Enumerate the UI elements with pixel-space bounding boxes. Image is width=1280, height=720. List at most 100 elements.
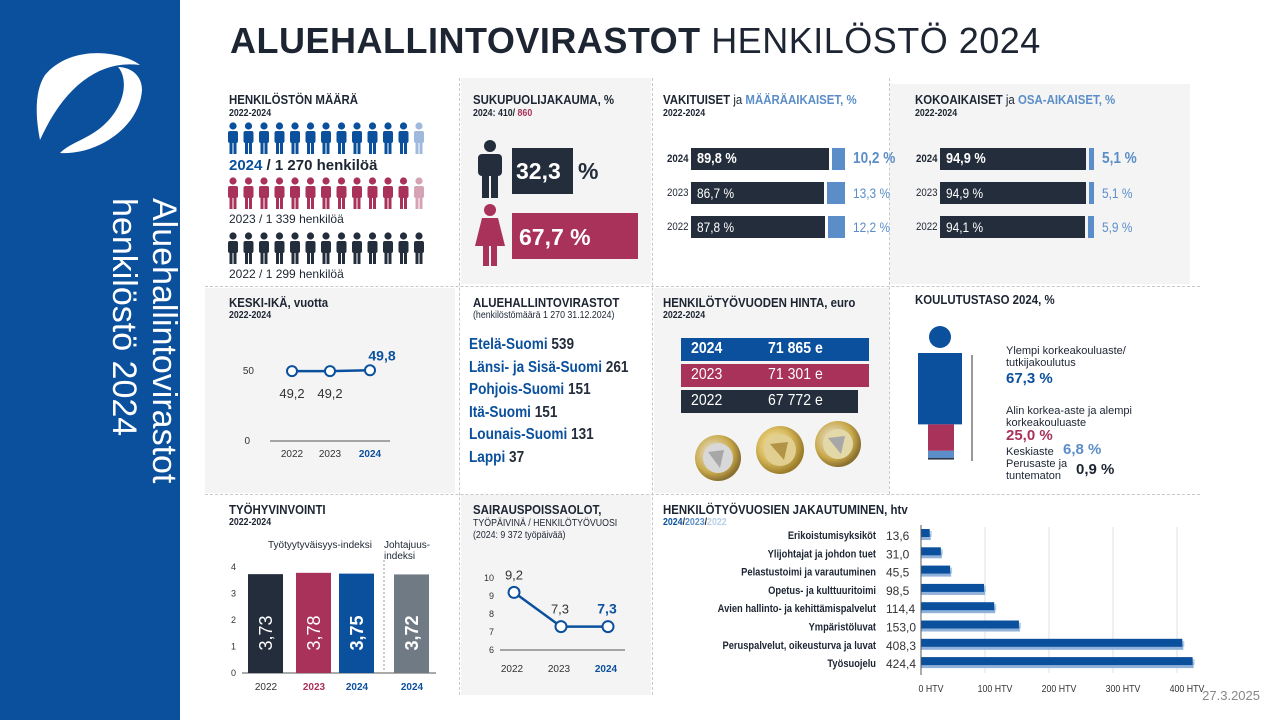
person-head: [384, 122, 392, 130]
male-icon: [478, 140, 502, 198]
person-leg: [415, 252, 419, 264]
age-point: [364, 364, 376, 377]
person-body: [243, 131, 254, 143]
fulltime-bar-b: [1089, 148, 1094, 170]
person-leg: [245, 142, 248, 154]
sick-point: [601, 620, 615, 634]
htv-category-label: Pelastustoimi ja varautuminen: [741, 567, 876, 579]
person-leg: [415, 142, 419, 154]
age-point: [286, 365, 298, 378]
htv-value-label: 98,5: [886, 584, 910, 598]
age-chart: 50 0 49,2 2022 49,2 2023 49,8 2024: [243, 347, 396, 460]
person-head: [368, 232, 377, 240]
person-leg: [388, 142, 392, 154]
permanent-value-a: 89,8 %: [697, 150, 737, 167]
person-leg: [307, 252, 310, 264]
person-leg: [280, 197, 283, 209]
person-icon: [290, 177, 300, 209]
permanent-period: 2022-2024: [663, 108, 706, 119]
person-icon: [367, 177, 378, 209]
person-body: [352, 241, 362, 253]
person-icon: [352, 232, 362, 264]
sick-value-label: 9,2: [505, 567, 523, 582]
agency-item: Lounais-Suomi 131: [469, 426, 594, 444]
person-body: [336, 241, 347, 253]
htv-bar-2024: [921, 602, 995, 611]
person-leg: [384, 142, 388, 154]
divider: [889, 78, 890, 494]
person-icon: [243, 177, 254, 209]
htv-bar-2024: [921, 620, 1019, 629]
wellbeing-xtick: 2024: [346, 682, 369, 693]
person-leg: [384, 252, 388, 264]
edu-segment: [928, 424, 954, 451]
age-xtick: 2024: [359, 449, 382, 460]
divider: [459, 78, 460, 695]
person-leg: [342, 197, 345, 209]
fulltime-value-b: 5,9 %: [1102, 219, 1133, 235]
permanent-bar-b: [832, 148, 845, 170]
agency-name: Lappi: [469, 448, 510, 466]
person-leg: [326, 197, 330, 209]
sickleave-sub2: (2024: 9 372 työpäivää): [473, 530, 566, 541]
person-icon: [367, 122, 378, 154]
person-icon: [383, 232, 393, 264]
headcount-2023-year: 2023: [229, 212, 256, 226]
person-leg: [276, 252, 279, 264]
page-title-light: HENKILÖSTÖ 2024: [711, 20, 1041, 61]
agencies-sub: (henkilöstömäärä 1 270 31.12.2024): [473, 310, 615, 321]
person-leg: [342, 142, 345, 154]
person-icon: [383, 177, 393, 209]
wellbeing-xtick: 2023: [303, 682, 326, 693]
person-icon: [398, 232, 409, 264]
person-leg: [369, 252, 372, 264]
sick-point: [507, 585, 521, 599]
person-leg: [357, 197, 361, 209]
permanent-bar-a: [691, 216, 825, 238]
cost-year: 2023: [691, 366, 723, 383]
person-leg: [245, 252, 248, 264]
male-value: 32,3: [516, 158, 561, 184]
permanent-value-b: 10,2 %: [853, 150, 896, 167]
htv-value-label: 45,5: [886, 566, 910, 580]
person-head: [399, 177, 408, 185]
person-head: [368, 122, 377, 130]
htv-xtick: 200 HTV: [1042, 682, 1077, 694]
person-leg: [384, 197, 388, 209]
agency-name: Itä-Suomi: [469, 403, 535, 421]
fulltime-period: 2022-2024: [915, 108, 958, 119]
headcount-title: HENKILÖSTÖN MÄÄRÄ: [229, 92, 359, 107]
person-leg: [295, 197, 299, 209]
sick-value-label: 7,3: [597, 601, 617, 617]
person-body: [290, 241, 300, 253]
person-body: [290, 131, 300, 143]
htv-bar-2023: [921, 588, 986, 595]
sickleave-chart: 6 7 8 9 10 9,2 2022 7,3 2023 7,3 2024: [484, 567, 625, 675]
cost-bar: [681, 364, 869, 387]
person-icon: [336, 177, 347, 209]
person-leg: [307, 142, 310, 154]
person-leg: [249, 197, 252, 209]
person-icon: [259, 232, 269, 264]
person-head: [353, 232, 361, 240]
htv-legend-2023: 2023: [685, 517, 705, 528]
htv-category-label: Peruspalvelut, oikeusturva ja luvat: [722, 640, 876, 652]
person-body: [228, 186, 238, 198]
age-value-label: 49,2: [317, 386, 342, 401]
person-head: [322, 232, 330, 240]
divider: [205, 494, 1200, 495]
wellbeing-value-label: 3,75: [347, 615, 367, 650]
person-head: [291, 122, 299, 130]
person-body: [274, 131, 285, 143]
wellbeing-chart: 0 1 2 3 4 3,73 2022 3,78 2023 3,75 2024 3,72 2024: [231, 560, 436, 693]
headcount-2023: 2023 / 1 339 henkilöä: [229, 212, 344, 226]
male-unit: %: [578, 158, 599, 184]
education-figure: [918, 326, 973, 461]
date: 27.3.2025: [1202, 688, 1260, 703]
person-leg: [326, 142, 330, 154]
permanent-title-mid: ja: [730, 92, 746, 107]
person-leg: [338, 142, 341, 154]
headcount-period: 2022-2024: [229, 108, 272, 119]
person-icon: [305, 122, 316, 154]
htv-bar-2023: [921, 607, 996, 614]
